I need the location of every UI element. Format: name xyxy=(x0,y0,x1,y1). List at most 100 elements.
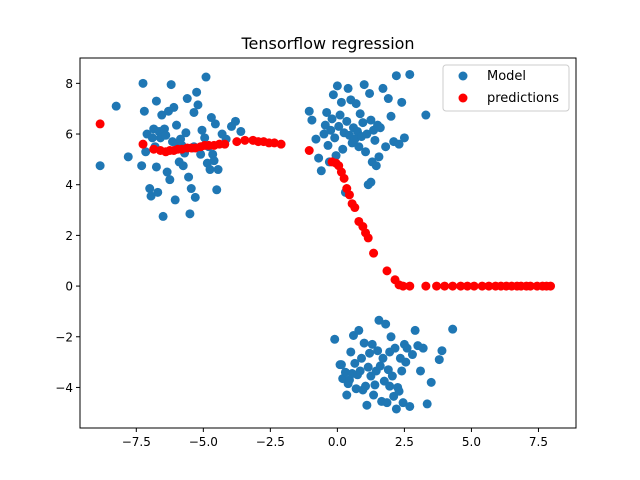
model-point xyxy=(212,185,222,195)
model-point xyxy=(357,353,367,363)
model-point xyxy=(162,167,172,177)
model-point xyxy=(139,106,149,116)
model-point xyxy=(370,380,380,390)
prediction-point xyxy=(477,281,487,291)
model-point xyxy=(316,166,326,176)
y-axis: −4 −2 0 2 4 6 8 xyxy=(55,77,80,395)
model-point xyxy=(398,398,408,408)
model-point xyxy=(383,94,393,104)
model-point xyxy=(328,90,338,100)
model-point xyxy=(231,116,240,126)
prediction-point xyxy=(462,281,472,291)
plot-area xyxy=(95,69,556,414)
model-point xyxy=(362,129,372,139)
model-point xyxy=(391,71,401,81)
model-point xyxy=(390,343,400,353)
model-point xyxy=(381,142,391,152)
series-predictions xyxy=(95,119,556,291)
x-tick-label: 0.0 xyxy=(328,435,347,449)
model-point xyxy=(336,360,346,370)
model-point xyxy=(307,115,317,125)
model-point xyxy=(394,139,404,149)
model-point xyxy=(375,123,385,133)
model-point xyxy=(330,133,340,143)
model-point xyxy=(448,324,458,334)
axes-frame xyxy=(79,57,577,429)
model-point xyxy=(354,325,364,335)
prediction-point xyxy=(350,203,360,213)
model-point xyxy=(386,111,396,121)
x-tick-label: −2.5 xyxy=(256,435,285,449)
x-tick-label: −5.0 xyxy=(189,435,218,449)
prediction-point xyxy=(276,139,286,149)
model-point xyxy=(336,97,346,107)
model-point xyxy=(354,142,364,152)
model-point xyxy=(343,83,353,93)
model-point xyxy=(405,69,415,79)
model-point xyxy=(363,362,373,372)
model-point xyxy=(314,153,324,163)
model-point xyxy=(147,133,157,143)
prediction-point xyxy=(448,281,458,291)
model-point xyxy=(366,177,376,187)
y-tick-label: 0 xyxy=(65,280,73,294)
model-point xyxy=(342,390,352,400)
legend: Model predictions xyxy=(442,64,570,112)
model-point xyxy=(369,390,379,400)
model-point xyxy=(378,353,388,363)
prediction-point xyxy=(95,119,105,129)
model-point xyxy=(367,339,377,349)
model-point xyxy=(355,366,365,376)
model-point xyxy=(304,106,314,116)
model-point xyxy=(158,211,168,221)
model-point xyxy=(326,125,336,135)
model-point xyxy=(361,381,371,391)
model-point xyxy=(399,133,409,143)
model-point xyxy=(405,401,415,411)
model-point xyxy=(334,121,344,131)
legend-box xyxy=(442,64,570,112)
y-tick-label: 6 xyxy=(65,128,73,142)
y-tick-label: 4 xyxy=(65,178,73,192)
model-point xyxy=(161,130,171,140)
prediction-point xyxy=(440,281,450,291)
prediction-point xyxy=(525,281,535,291)
model-point xyxy=(387,371,397,381)
prediction-point xyxy=(344,190,354,200)
model-point xyxy=(378,83,388,93)
x-axis: −7.5 −5.0 −2.5 0.0 2.5 5.0 7.5 xyxy=(122,428,548,449)
model-point xyxy=(410,325,420,335)
model-point xyxy=(213,165,223,175)
model-point xyxy=(358,118,368,128)
prediction-point xyxy=(363,233,373,243)
model-point xyxy=(362,400,372,410)
model-point xyxy=(375,361,385,371)
prediction-point xyxy=(456,281,466,291)
model-point xyxy=(196,149,206,159)
model-point xyxy=(185,209,195,219)
model-point xyxy=(327,114,337,124)
model-point xyxy=(371,161,381,171)
model-point xyxy=(189,107,199,117)
prediction-point xyxy=(546,281,556,291)
model-point xyxy=(166,80,176,90)
model-point xyxy=(182,94,192,104)
model-point xyxy=(365,88,375,98)
model-point xyxy=(422,399,432,409)
model-point xyxy=(190,192,200,202)
model-point xyxy=(145,184,155,194)
model-point xyxy=(184,172,194,182)
prediction-point xyxy=(405,281,415,291)
x-tick-label: 5.0 xyxy=(462,435,481,449)
model-point xyxy=(181,128,191,138)
model-point xyxy=(123,152,133,162)
prediction-point xyxy=(398,281,408,291)
model-point xyxy=(338,144,348,154)
model-point xyxy=(323,140,333,150)
model-point xyxy=(370,135,380,145)
model-point xyxy=(361,147,371,157)
model-point xyxy=(359,338,369,348)
model-point xyxy=(426,377,436,387)
model-point xyxy=(201,72,211,82)
model-point xyxy=(381,319,391,329)
